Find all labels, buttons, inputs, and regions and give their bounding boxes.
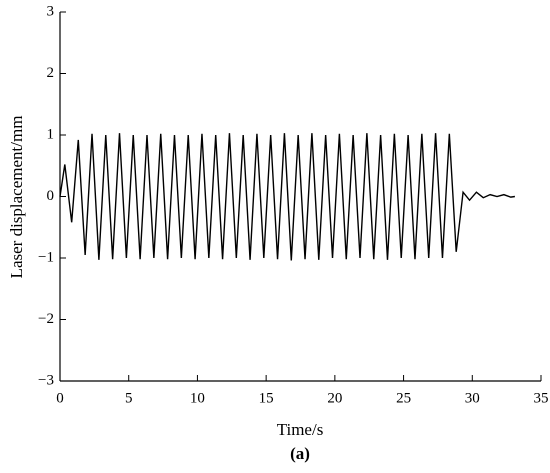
y-tick-label: −1	[38, 249, 54, 265]
data-line	[59, 133, 515, 261]
y-tick-label: 3	[47, 3, 55, 19]
y-axis-title: Laser displacement/mm	[7, 116, 26, 279]
x-tick-label: 20	[327, 390, 342, 406]
y-tick-label: 2	[47, 65, 55, 81]
x-tick-label: 0	[56, 390, 64, 406]
x-tick-label: 35	[534, 390, 549, 406]
x-tick-label: 15	[259, 390, 274, 406]
y-tick-label: 0	[47, 188, 55, 204]
x-tick-label: 5	[125, 390, 133, 406]
y-tick-label: −3	[38, 372, 54, 388]
x-tick-label: 10	[190, 390, 205, 406]
x-axis-title: Time/s	[277, 420, 324, 439]
y-tick-label: 1	[47, 126, 55, 142]
x-tick-label: 30	[465, 390, 480, 406]
x-tick-label: 25	[396, 390, 411, 406]
caption: (a)	[290, 444, 310, 463]
y-tick-label: −2	[38, 311, 54, 327]
